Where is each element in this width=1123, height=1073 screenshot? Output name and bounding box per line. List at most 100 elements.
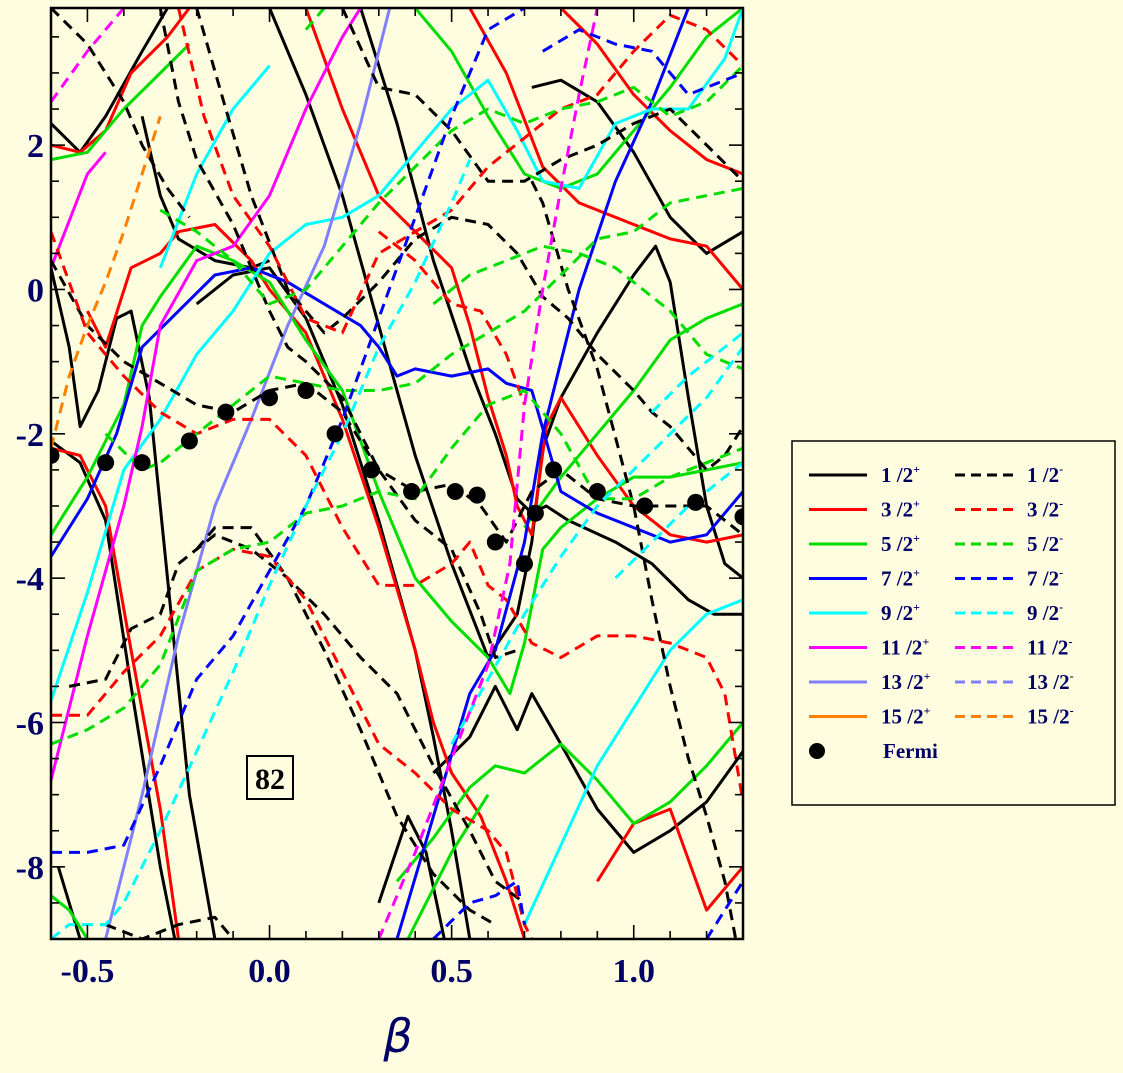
legend-entry: 5 /2- xyxy=(955,531,1063,556)
legend-label: 13 /2+ xyxy=(881,669,931,694)
series-line-36 xyxy=(195,526,497,926)
series-line-40 xyxy=(530,180,738,939)
legend-label: 11 /2- xyxy=(1027,635,1072,660)
series-line-15 xyxy=(304,8,743,544)
series-line-14 xyxy=(51,446,180,939)
series-line-23 xyxy=(523,302,743,529)
legend-entry: 9 /2+ xyxy=(809,600,920,625)
fermi-point xyxy=(403,483,421,501)
legend-label: 9 /2+ xyxy=(881,600,920,625)
series-line-53 xyxy=(432,879,526,939)
series-line-31 xyxy=(51,8,362,781)
y-tick-label: 2 xyxy=(27,128,44,165)
legend-label: 15 /2+ xyxy=(881,704,931,729)
series-line-25 xyxy=(406,793,490,939)
legend-label: 7 /2- xyxy=(1027,566,1063,591)
fermi-point xyxy=(687,493,705,511)
series-line-4 xyxy=(51,439,177,939)
series-line-39 xyxy=(341,8,743,183)
legend-entry: Fermi xyxy=(809,739,938,763)
legend: 1 /2+ 1 /2- 3 /2+ 3 /2- 5 /2+ 5 /2- 7 /2+ 7 /2-… xyxy=(791,440,1116,806)
series-line-52 xyxy=(51,8,526,854)
x-tick-label: 0.0 xyxy=(248,953,291,990)
series-line-61 xyxy=(377,8,599,939)
legend-label: 3 /2+ xyxy=(881,497,920,522)
series-line-34 xyxy=(51,259,743,544)
series-line-56 xyxy=(51,159,472,939)
legend-label: Fermi xyxy=(883,739,938,763)
legend-entry: 13 /2- xyxy=(955,669,1074,694)
legend-entry: 13 /2+ xyxy=(809,669,931,694)
legend-entry: 9 /2- xyxy=(955,600,1063,625)
series-line-26 xyxy=(51,266,743,558)
tick-layer xyxy=(50,8,744,940)
series-line-43 xyxy=(51,231,743,803)
series-line-62 xyxy=(51,115,162,449)
series-line-22 xyxy=(414,8,743,190)
label-layer: -0.5 0.0 0.5 1.0 2 0 -2 -4 -6 -8 xyxy=(16,128,655,990)
fermi-point xyxy=(545,461,563,479)
legend-label: 5 /2+ xyxy=(881,531,920,556)
legend-entry: 1 /2+ xyxy=(809,462,920,487)
series-line-60 xyxy=(51,8,125,103)
legend-label: 9 /2- xyxy=(1027,600,1063,625)
fermi-point xyxy=(133,454,151,472)
y-tick-label: -2 xyxy=(16,417,44,454)
fermi-point xyxy=(446,483,464,501)
fermi-point xyxy=(51,446,60,464)
legend-entry: 3 /2+ xyxy=(809,497,920,522)
series-line-46 xyxy=(377,230,526,406)
series-line-10 xyxy=(531,78,743,255)
series-line-51 xyxy=(304,8,326,31)
series-line-42 xyxy=(51,8,191,219)
series-line-24 xyxy=(395,721,743,883)
fermi-point xyxy=(515,555,533,573)
legend-entry: 15 /2+ xyxy=(809,704,931,729)
series-line-29 xyxy=(158,64,271,269)
series-line-11 xyxy=(377,814,446,939)
series-line-37 xyxy=(158,8,518,659)
series-line-18 xyxy=(596,807,743,912)
y-tick-label: 0 xyxy=(27,272,44,309)
plot-area xyxy=(51,8,743,939)
series-line-16 xyxy=(468,8,743,291)
series-line-59 xyxy=(650,331,743,414)
series-line-50 xyxy=(432,244,743,371)
legend-entry: 11 /2+ xyxy=(809,635,929,660)
legend-label: 1 /2- xyxy=(1027,462,1063,487)
series-line-30 xyxy=(523,598,743,926)
legend-label: 1 /2+ xyxy=(881,462,920,487)
series-line-12 xyxy=(51,8,191,154)
series-line-47 xyxy=(51,389,743,746)
fermi-point xyxy=(526,504,544,522)
legend-label: 15 /2- xyxy=(1027,704,1074,729)
legend-entry: 1 /2- xyxy=(955,462,1063,487)
series-line-13 xyxy=(86,223,526,939)
fermi-point xyxy=(261,389,279,407)
series-line-41 xyxy=(105,915,235,939)
series-line-17 xyxy=(559,8,743,176)
fermi-point xyxy=(486,533,504,551)
x-tick-label: 1.0 xyxy=(612,953,655,990)
series-line-57 xyxy=(450,346,743,745)
y-tick-label: -6 xyxy=(16,705,44,742)
series-line-32 xyxy=(51,151,107,269)
series-line-3 xyxy=(51,267,217,939)
series-line-27 xyxy=(395,8,690,939)
series-line-1 xyxy=(51,8,169,154)
fermi-point xyxy=(363,461,381,479)
fermi-point xyxy=(180,432,198,450)
fermi-point xyxy=(636,497,654,515)
series-layer xyxy=(51,8,743,939)
fermi-point xyxy=(734,508,743,526)
legend-entry: 3 /2- xyxy=(955,497,1063,522)
series-line-5 xyxy=(56,866,82,939)
annotation-frame xyxy=(246,755,294,800)
legend-entry: 5 /2+ xyxy=(809,531,920,556)
series-line-38 xyxy=(195,8,743,472)
fermi-point xyxy=(468,486,486,504)
x-axis-label: β xyxy=(382,1009,412,1063)
series-line-28 xyxy=(51,8,743,702)
legend-label: 3 /2- xyxy=(1027,497,1063,522)
